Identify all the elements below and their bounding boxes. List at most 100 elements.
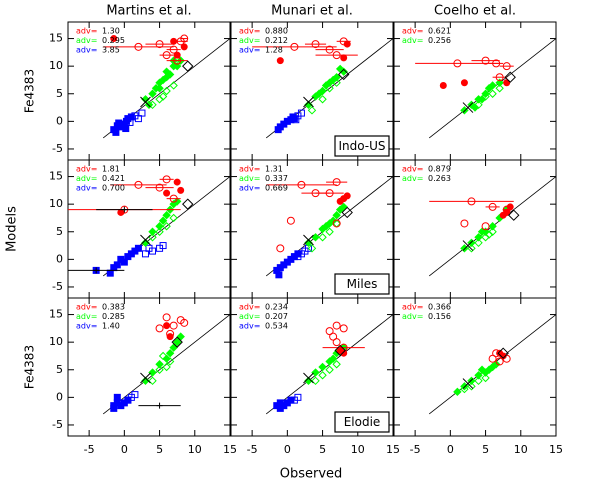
panel: adv= 0.880 adv= 0.212 adv= 1.28 Munari et al. I… [230, 4, 394, 161]
circle-point [276, 244, 285, 253]
circle-point [155, 324, 164, 333]
diamond-point [307, 106, 317, 115]
circle-point [173, 178, 181, 186]
diamond-point [481, 373, 490, 383]
library-label-box [334, 411, 390, 433]
diamond-point [495, 84, 504, 93]
circle-point [492, 59, 501, 68]
x-tick-label: 10 [514, 443, 528, 456]
diamond-point [165, 348, 175, 358]
y-tick-label: 15 [49, 308, 63, 321]
circle-point [495, 73, 504, 82]
diamond-point [332, 72, 341, 82]
diamond-point [488, 81, 497, 90]
adv-value: 0.421 [102, 174, 125, 183]
circle-point [488, 202, 497, 211]
diamond-point [318, 362, 327, 372]
diamond-point [172, 61, 182, 71]
mean-cross [140, 372, 151, 384]
square-point [159, 242, 167, 250]
diamond-point [148, 233, 157, 242]
circle-point [439, 81, 447, 89]
diamond-point [162, 72, 171, 82]
y-tick-label: -5 [52, 280, 63, 293]
square-point [145, 244, 153, 252]
one-to-one-line [102, 314, 231, 415]
x-tick-label: 5 [482, 443, 489, 456]
circle-point [329, 332, 338, 341]
adv-value: 3.85 [102, 46, 120, 55]
circle-point [343, 192, 351, 200]
adv-label: adv= [239, 174, 260, 183]
adv-label: adv= [402, 312, 423, 321]
panel-frame [393, 297, 557, 437]
diamond-point [311, 376, 320, 386]
diamond-point [474, 100, 483, 110]
diamond-point [304, 376, 313, 386]
circle-point [340, 54, 348, 62]
adv-label: adv= [76, 174, 97, 183]
adv-value: 0.700 [102, 184, 125, 193]
circle-point [325, 327, 334, 336]
diamond-point [148, 100, 157, 110]
square-point [117, 255, 125, 263]
x-tick-label: -5 [84, 443, 95, 456]
circle-point [502, 205, 511, 214]
diamond-point [148, 376, 157, 386]
adv-label: adv= [76, 27, 97, 36]
square-point [294, 253, 302, 261]
adv-label: adv= [239, 312, 260, 321]
diamond-point [325, 84, 334, 93]
circle-point [166, 329, 175, 338]
column-title: Martins et al. [106, 4, 191, 19]
circle-point [173, 56, 182, 65]
x-tick-label: 0 [447, 443, 454, 456]
circle-point [110, 35, 118, 43]
diamond-point [453, 387, 462, 397]
circle-point [325, 45, 334, 54]
diamond-point [141, 238, 150, 248]
diamond-point [165, 357, 175, 366]
diamond-point [169, 213, 178, 223]
circle-point [290, 42, 299, 51]
adv-label: adv= [76, 322, 97, 331]
plus-point [121, 206, 128, 213]
x-tick-label: 10 [188, 443, 202, 456]
diamond-point [307, 244, 317, 253]
diamond-point [474, 233, 483, 242]
diamond-point [169, 81, 178, 90]
square-point [276, 404, 284, 412]
diamond-point [155, 227, 164, 236]
diamond-point [332, 210, 341, 220]
diamond-point [481, 233, 490, 242]
diamond-point [158, 351, 168, 361]
diamond-point [318, 86, 327, 96]
diamond-point [460, 382, 469, 391]
mean-cross [303, 372, 314, 384]
diamond-point [155, 84, 164, 93]
adv-label: adv= [402, 27, 423, 36]
diamond-point [162, 210, 171, 220]
figure-xlabel: Observed [280, 467, 343, 482]
circle-point [276, 57, 284, 65]
square-point [275, 271, 283, 279]
diamond-point [155, 95, 164, 104]
adv-value: 0.295 [102, 36, 125, 45]
diamond-point [488, 222, 497, 231]
y-tick-label: 5 [56, 363, 63, 376]
diamond-point [155, 365, 164, 374]
plus-point [156, 402, 163, 409]
circle-point [339, 343, 348, 352]
square-point [122, 125, 130, 133]
circle-point [460, 79, 468, 87]
diamond-point [162, 354, 171, 363]
diamond-point [314, 89, 324, 98]
diamond-point [484, 230, 494, 239]
panel: -5 0 5 10 15 adv= 1.81 adv= 0.421 adv= 0.700 [49, 159, 231, 299]
diamond-point [467, 238, 476, 248]
adv-label: adv= [239, 46, 260, 55]
diamond-point [172, 337, 182, 347]
circle-point [155, 183, 164, 192]
circle-point [180, 318, 189, 327]
circle-point [162, 313, 171, 322]
